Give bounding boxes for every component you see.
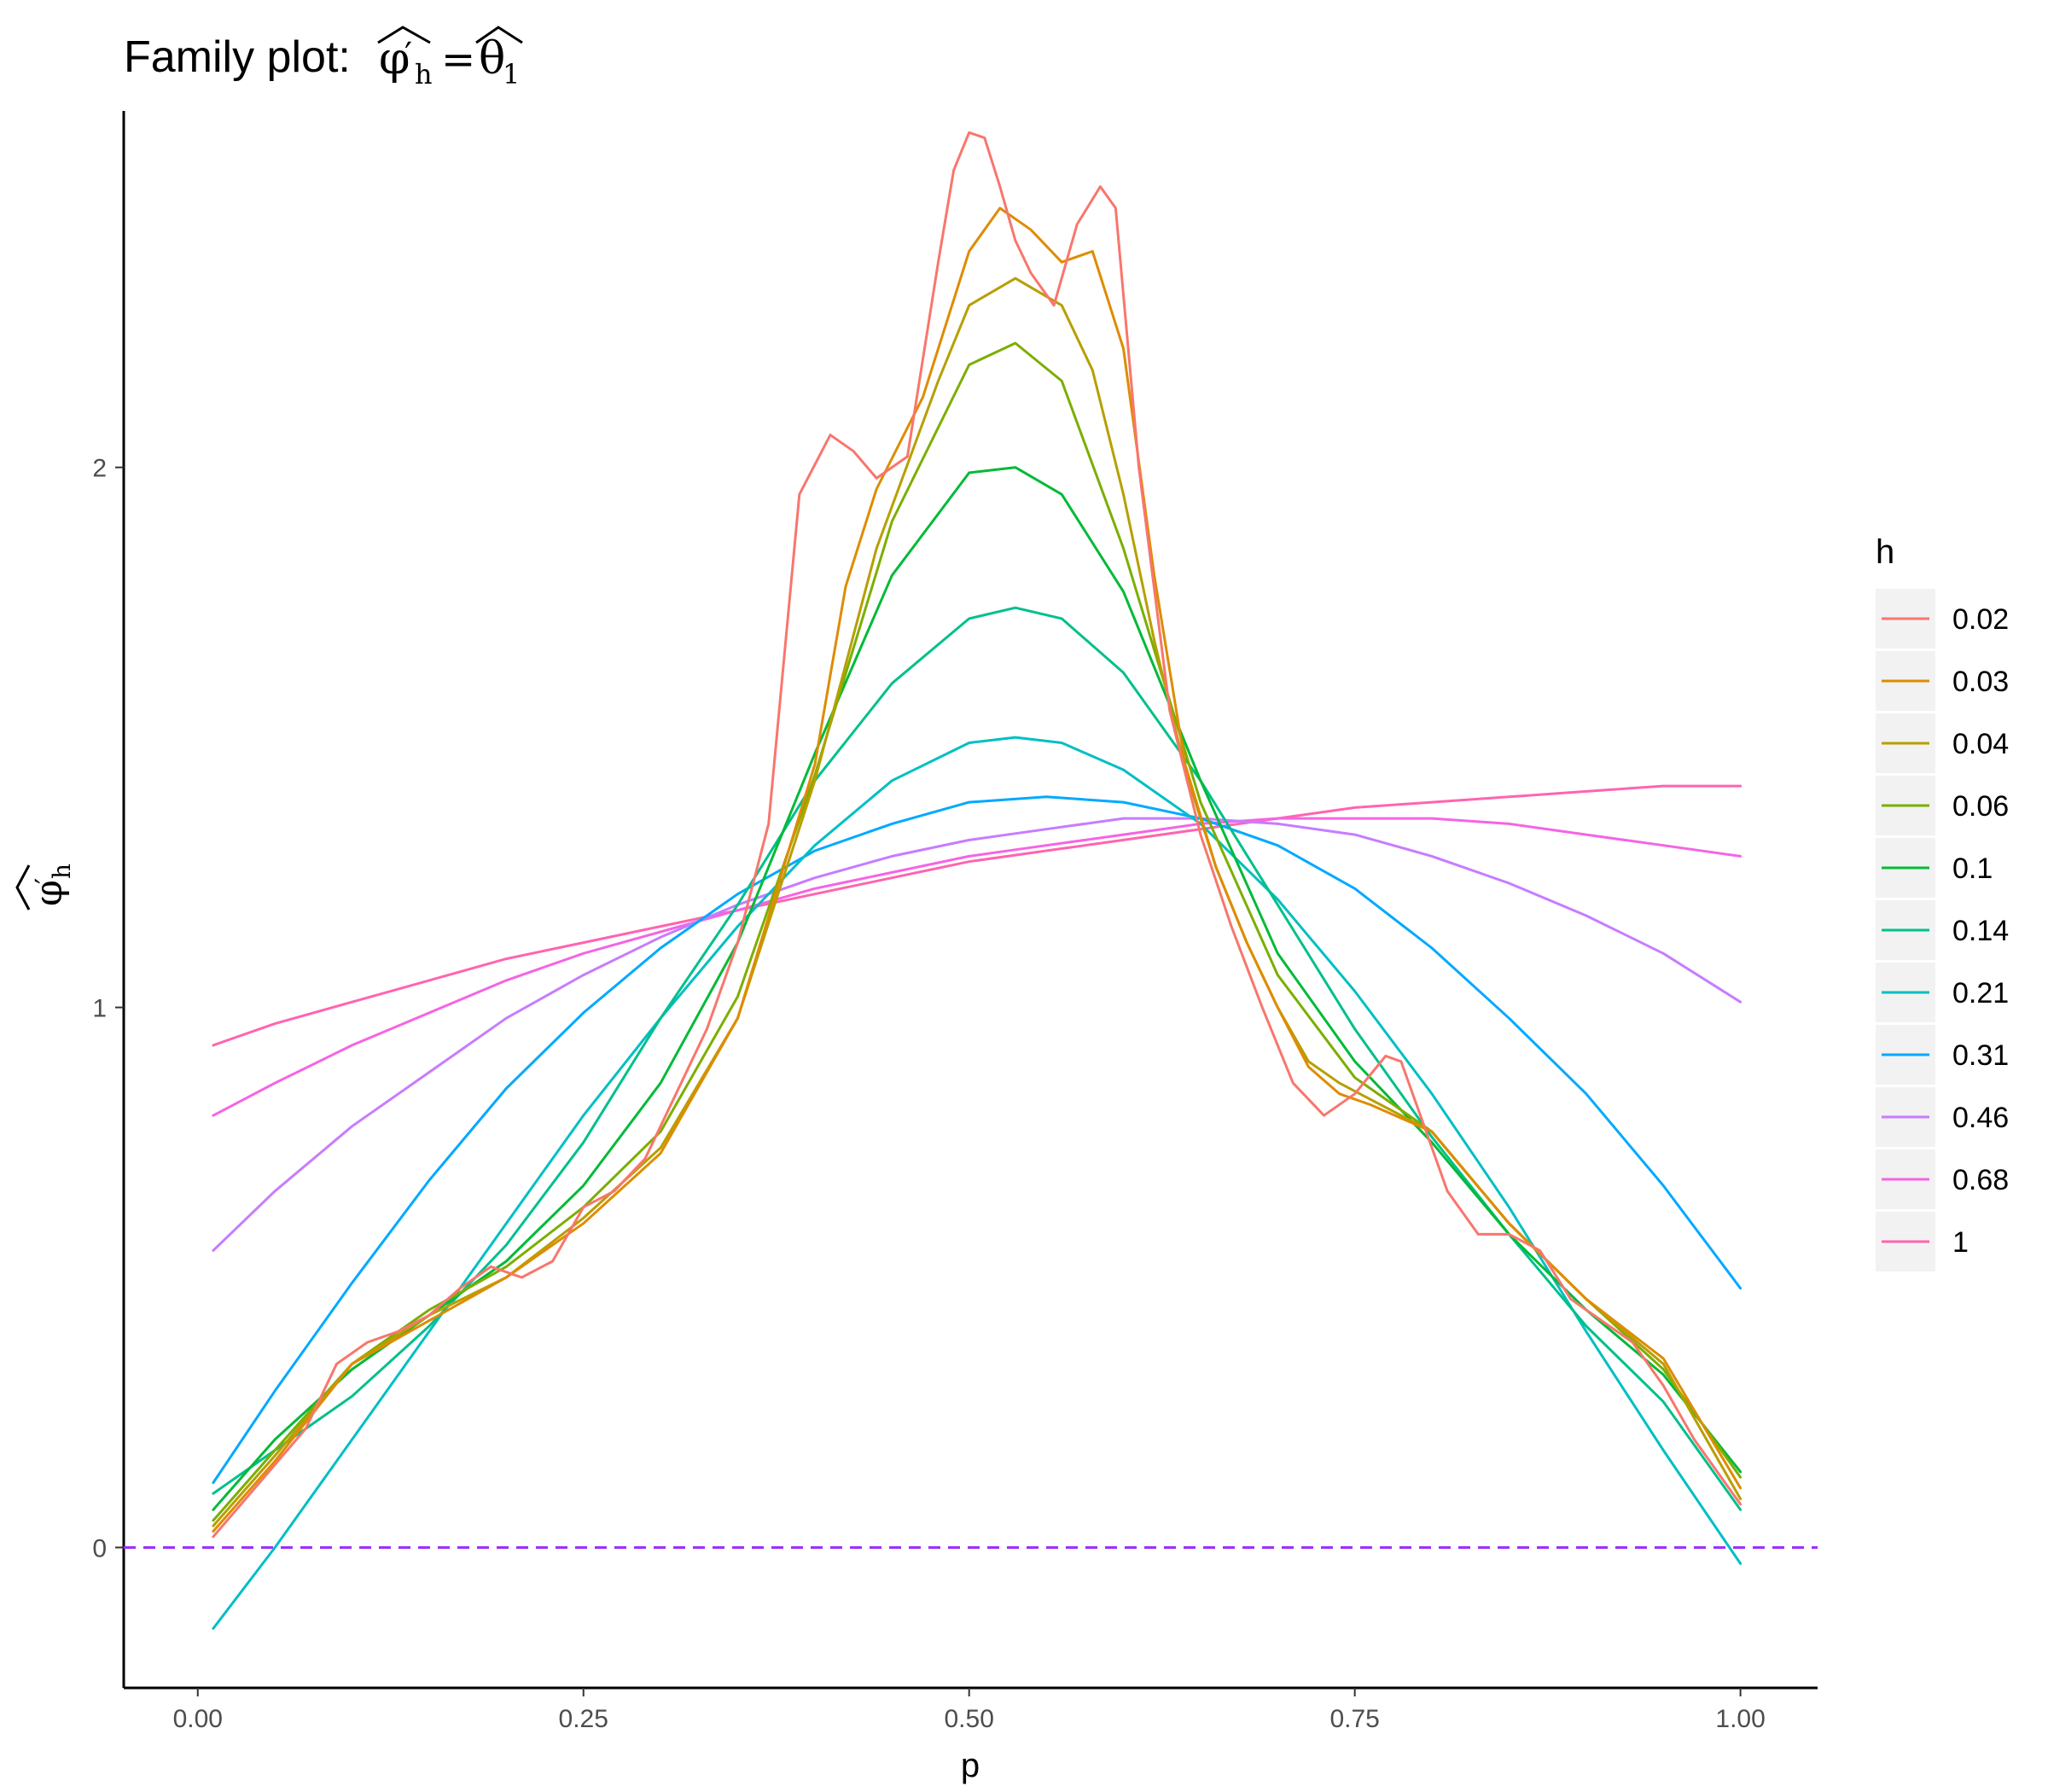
legend-label: 0.03 [1952, 666, 2009, 698]
x-tick-label: 1.00 [1715, 1705, 1765, 1733]
legend-label: 0.21 [1952, 977, 2009, 1009]
legend-label: 0.68 [1952, 1164, 2009, 1196]
legend-label: 0.04 [1952, 728, 2009, 760]
chart-title-prefix: Family plot: [124, 32, 351, 82]
series-line-h-0.06 [213, 343, 1741, 1521]
legend-label: 1 [1952, 1226, 1969, 1259]
y-tick-label: 0 [92, 1534, 107, 1562]
chart-title-theta: θ [479, 33, 505, 84]
chart-title: Family plot: φ ′ h = θ 1 [124, 27, 522, 90]
legend-label: 0.1 [1952, 852, 1993, 885]
legend-label: 0.31 [1952, 1039, 2009, 1072]
y-tick-label: 1 [92, 995, 107, 1023]
legend-label: 0.02 [1952, 603, 2009, 636]
x-tick-label: 0.75 [1329, 1705, 1379, 1733]
chart-title-subscript-h: h [415, 58, 433, 90]
chart-title-equals: = [441, 36, 475, 84]
x-axis-ticks: 0.00 0.25 0.50 0.75 1.00 [173, 1688, 1766, 1733]
x-axis-title: p [961, 1747, 980, 1784]
legend-label: 0.06 [1952, 790, 2009, 823]
y-tick-label: 2 [92, 455, 107, 483]
x-tick-label: 0.50 [944, 1705, 993, 1733]
series-line-h-0.46 [213, 818, 1741, 1250]
series-line-h-0.02 [213, 132, 1741, 1537]
series-line-h-0.31 [213, 797, 1741, 1483]
series-layer [213, 132, 1741, 1628]
y-axis-title-subscript: h [48, 864, 76, 879]
series-line-h-0.03 [213, 208, 1741, 1532]
y-axis-title: φ ′ h [17, 864, 76, 910]
chart-title-subscript-1: 1 [503, 58, 520, 90]
series-line-h-0.21 [213, 737, 1741, 1628]
series-line-h-0.04 [213, 278, 1741, 1526]
x-tick-label: 0.00 [173, 1705, 223, 1733]
x-tick-label: 0.25 [559, 1705, 608, 1733]
series-line-h-0.1 [213, 468, 1741, 1510]
legend-items: 0.02 0.03 0.04 0.06 0.1 0.14 0.21 0.31 0.46 0.68 1 [1876, 589, 2009, 1271]
y-axis-ticks: 0 1 2 [92, 455, 124, 1563]
chart-title-prime: ′ [404, 36, 412, 75]
series-line-h-0.68 [213, 818, 1741, 1115]
legend-title: h [1876, 533, 1894, 571]
legend-label: 0.46 [1952, 1102, 2009, 1134]
legend: h 0.02 0.03 0.04 0.06 0.1 0.14 0.21 0.31 0.46 0.6… [1876, 533, 2009, 1271]
legend-label: 0.14 [1952, 915, 2009, 947]
